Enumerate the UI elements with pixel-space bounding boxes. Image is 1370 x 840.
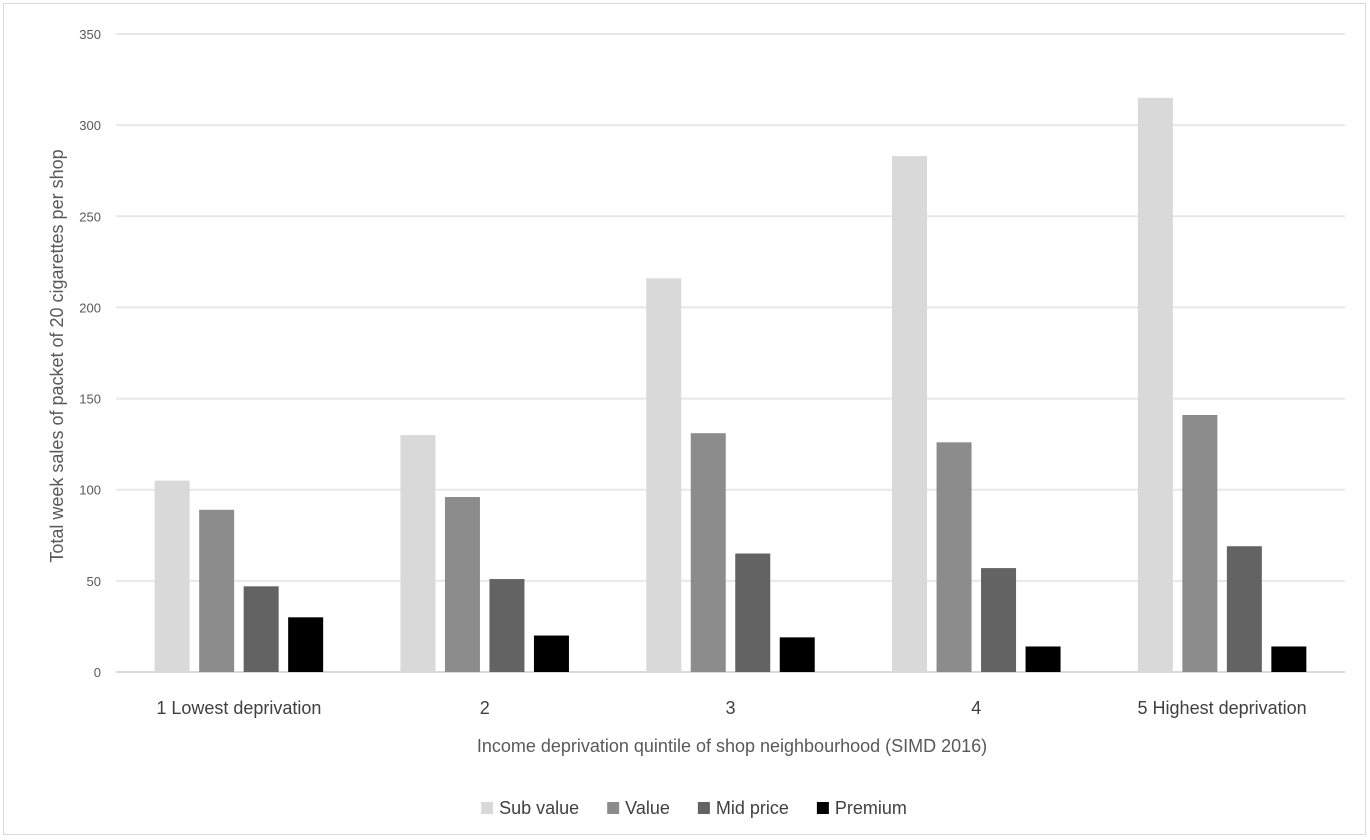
bar-mid-price [735,553,771,672]
y-tick-label: 250 [79,209,101,224]
bar-premium [288,617,324,672]
x-category-label: 5 Highest deprivation [1138,698,1307,718]
y-tick-label: 50 [87,574,101,589]
bar-sub-value [892,156,928,673]
x-category-label: 3 [725,698,735,718]
bars [154,97,1307,673]
x-axis-category-labels: 1 Lowest deprivation 2 3 4 5 Highest depriva… [156,698,1306,718]
legend-label: Sub value [499,798,579,818]
bar-sub-value [646,278,682,672]
bar-sub-value [400,435,436,672]
legend-swatch-sub-value [481,802,494,814]
y-tick-label: 350 [79,27,101,42]
x-category-label: 1 Lowest deprivation [156,698,321,718]
bar-mid-price [243,586,279,672]
legend-label: Mid price [716,798,789,818]
bar-sub-value [154,480,190,672]
bar-mid-price [1226,546,1262,672]
x-axis-title: Income deprivation quintile of shop neig… [477,736,987,756]
legend-label: Premium [835,798,907,818]
bar-premium [1271,646,1307,672]
bar-value [936,442,972,672]
x-category-label: 4 [971,698,981,718]
y-tick-label: 100 [79,483,101,498]
bar-value [199,509,235,672]
legend: Sub value Value Mid price Premium [481,798,907,818]
y-tick-label: 200 [79,300,101,315]
legend-swatch-mid-price [697,802,710,814]
bar-mid-price [489,579,525,672]
y-tick-label: 300 [79,118,101,133]
bar-value [444,497,480,672]
bar-mid-price [981,568,1017,672]
bar-value [690,433,726,672]
bar-premium [779,637,815,672]
legend-swatch-value [607,802,620,814]
legend-swatch-premium [816,802,829,814]
y-axis-tick-labels: 0 50 100 150 200 250 300 350 [79,27,101,680]
legend-label: Value [625,798,670,818]
x-category-label: 2 [480,698,490,718]
y-tick-label: 0 [94,665,101,680]
y-tick-label: 150 [79,392,101,407]
bar-sub-value [1137,97,1173,673]
bar-premium [1025,646,1061,672]
y-axis-title: Total week sales of packet of 20 cigaret… [47,149,67,562]
bar-premium [533,635,569,672]
bar-value [1182,414,1218,672]
